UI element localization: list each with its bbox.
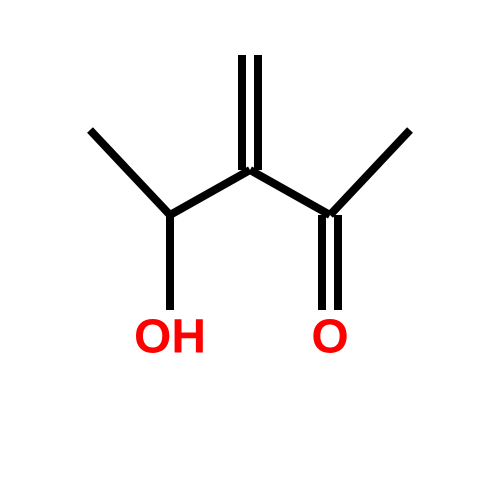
atom-label: OH — [134, 311, 206, 364]
bond-line — [330, 130, 410, 215]
bond-line — [90, 130, 170, 215]
atom-label: O — [311, 311, 348, 364]
molecule-diagram: OH O — [0, 0, 500, 500]
bond-line — [250, 170, 330, 215]
bond-line — [170, 170, 250, 215]
